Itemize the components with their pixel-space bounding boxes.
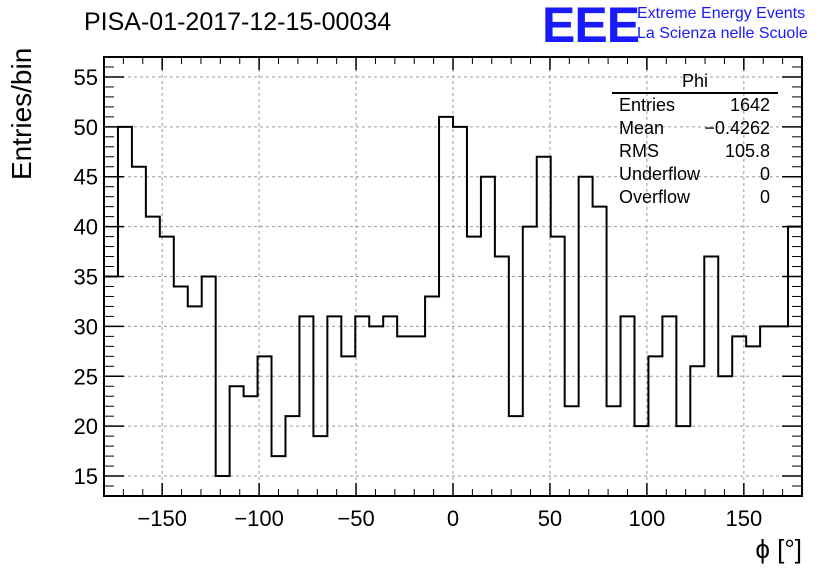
stats-value: 0 [759,164,770,184]
grid-lines [104,57,802,496]
x-tick-label: 100 [629,506,666,531]
histogram-series [103,115,803,496]
stats-label: RMS [619,141,659,161]
y-tick-label: 15 [74,464,98,489]
axis-ticks [104,56,802,497]
stats-row-overflow: Overflow 0 [612,186,778,209]
y-tick-label: 45 [74,165,98,190]
stats-label: Mean [619,118,665,138]
x-tick-label: −100 [234,506,284,531]
y-tick-label: 25 [74,364,98,389]
logo-caption-line2: La Scienza nelle Scuole [637,25,808,42]
stats-row-underflow: Underflow 0 [612,163,778,186]
stats-box: Phi Entries 1642 Mean −0.4262 RMS 105.8 … [612,70,778,209]
x-tick-label: 50 [538,506,562,531]
y-tick-label: 55 [74,65,98,90]
y-tick-label: 35 [74,265,98,290]
x-axis-label: ϕ [°] [755,534,802,564]
x-tick-label: −50 [337,506,374,531]
stats-label: Overflow [619,187,691,207]
x-tick-label: 0 [447,506,459,531]
stats-label: Entries [619,95,676,115]
x-tick-label: 150 [725,506,762,531]
stats-value: 0 [759,187,770,207]
stats-value: 1642 [729,95,770,115]
stats-value: 105.8 [724,141,770,161]
stats-box-title: Phi [612,70,778,94]
tick-labels: −150 −100 −50 0 50 100 150 15 20 25 30 35 40 45 50 55 [74,65,763,531]
logo-caption-line1: Extreme Energy Events [637,5,806,22]
x-tick-label: −150 [137,506,187,531]
y-tick-label: 30 [74,314,98,339]
chart-title: PISA-01-2017-12-15-00034 [84,8,392,36]
stats-row-mean: Mean −0.4262 [612,117,778,140]
stats-row-rms: RMS 105.8 [612,140,778,163]
stats-value: −0.4262 [704,118,770,138]
y-tick-label: 40 [74,215,98,240]
logo-caption: Extreme Energy Events La Scienza nelle S… [637,4,808,44]
y-tick-label: 50 [74,115,98,140]
y-axis-label: Entries/bin [6,47,37,180]
stats-label: Underflow [619,164,701,184]
y-tick-label: 20 [74,414,98,439]
stats-row-entries: Entries 1642 [612,94,778,117]
eee-logo: EEE [542,0,640,53]
